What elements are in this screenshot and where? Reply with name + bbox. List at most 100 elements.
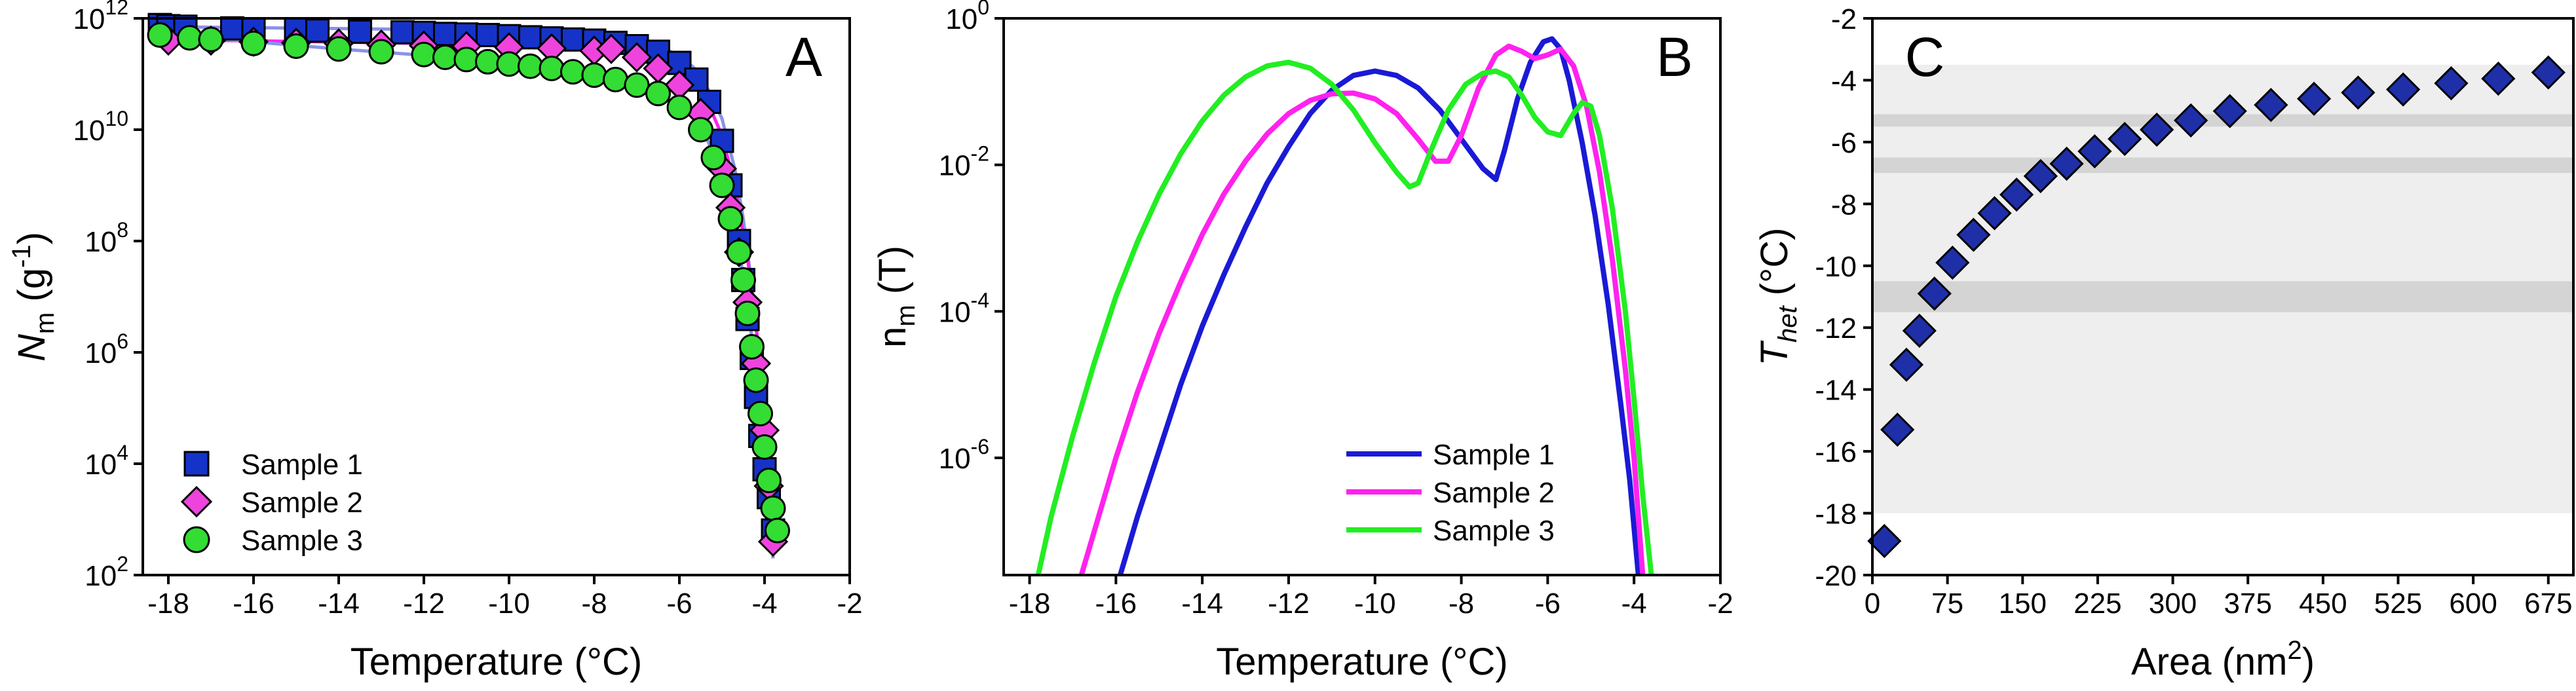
point-sample-3 — [518, 53, 543, 79]
data-point — [2531, 55, 2566, 90]
point-sample-3 — [700, 145, 727, 170]
legend-label-sample-1: Sample 1 — [1433, 439, 1555, 471]
x-tick-label: -4 — [1621, 588, 1647, 620]
y-tick-label: -2 — [1831, 3, 1857, 35]
point-sample-3 — [198, 26, 224, 52]
point-sample-3 — [760, 495, 786, 521]
x-tick-label: -18 — [147, 588, 189, 620]
point-sample-3 — [688, 117, 713, 143]
point-layer — [147, 12, 2566, 559]
y-tick-label: 104 — [85, 441, 128, 481]
x-tick-label: -16 — [233, 588, 275, 620]
point-sample-3 — [177, 25, 202, 51]
point-sample-1 — [305, 18, 330, 43]
data-point — [1902, 313, 1937, 348]
legend-label-sample-2: Sample 2 — [1433, 477, 1555, 509]
data-point — [2023, 159, 2058, 193]
point-sample-3 — [432, 45, 458, 70]
x-tick-label: -2 — [837, 588, 862, 620]
point-sample-1 — [348, 19, 372, 44]
x-tick-label: -8 — [1449, 588, 1474, 620]
y-axis-title: Nm (g-1) — [7, 232, 60, 362]
data-point — [1977, 196, 2012, 231]
data-point — [1880, 412, 1915, 447]
y-tick-label: -16 — [1815, 436, 1857, 468]
data-point — [2173, 103, 2208, 138]
y-tick-label: 1012 — [73, 0, 128, 35]
text-layer: -18 -16 -14 -12 -10 -8 -6 -4 -2 102 104 106 108 1010 1… — [7, 0, 2572, 683]
y-tick-label: 10-2 — [939, 142, 989, 182]
x-axis-title: Temperature (°C) — [1216, 641, 1507, 683]
panel-letter-b: B — [1656, 26, 1693, 88]
x-tick-label: -18 — [1009, 588, 1051, 620]
data-point — [2481, 61, 2516, 96]
point-sample-3 — [748, 401, 773, 426]
point-sample-3 — [709, 172, 735, 198]
data-point — [2108, 122, 2142, 157]
legend-label-sample-1: Sample 1 — [241, 449, 363, 481]
x-tick-label: -8 — [581, 588, 607, 620]
point-sample-3 — [326, 36, 352, 62]
point-sample-1 — [390, 20, 415, 45]
legend-label-sample-2: Sample 2 — [241, 487, 363, 519]
y-tick-label: 100 — [945, 0, 989, 35]
data-point — [1889, 347, 1924, 383]
data-point — [2386, 72, 2421, 107]
y-tick-label: -8 — [1831, 189, 1857, 221]
point-sample-3 — [739, 334, 765, 360]
x-tick-label: -6 — [1535, 588, 1561, 620]
legend-marker-sample-3 — [183, 526, 210, 553]
data-point — [2341, 75, 2376, 110]
point-sample-2 — [596, 33, 627, 64]
legend-marker-sample-2 — [180, 485, 213, 518]
plot-frame-c — [1871, 17, 2575, 576]
y-tick-label: -10 — [1815, 251, 1857, 283]
point-sample-3 — [368, 39, 394, 65]
point-sample-1 — [433, 22, 457, 47]
axes-layer — [134, 17, 2575, 584]
series-line-sample-1 — [1118, 36, 1641, 575]
x-tick-label: 675 — [2524, 588, 2572, 620]
data-point — [2049, 146, 2084, 181]
series-line-sample-3 — [1035, 60, 1654, 575]
point-sample-3 — [147, 22, 173, 48]
point-sample-1 — [476, 23, 500, 47]
data-point — [1956, 217, 1991, 252]
y-tick-label: -20 — [1815, 560, 1857, 592]
point-sample-3 — [743, 367, 769, 393]
data-point — [1935, 245, 1970, 280]
x-axis-title: Temperature (°C) — [350, 641, 642, 683]
point-sample-3 — [645, 81, 671, 107]
x-tick-label: -16 — [1095, 588, 1137, 620]
point-sample-3 — [726, 239, 752, 265]
y-tick-label: 106 — [85, 329, 128, 369]
point-sample-3 — [496, 51, 522, 77]
y-tick-label: -6 — [1831, 127, 1857, 159]
y-tick-label: -18 — [1815, 498, 1857, 531]
point-sample-3 — [751, 434, 778, 460]
point-sample-3 — [475, 48, 501, 75]
plot-frame-b — [1002, 17, 1722, 576]
point-sample-3 — [734, 301, 761, 326]
y-tick-label: -12 — [1815, 312, 1857, 345]
data-point — [2139, 112, 2174, 147]
data-point — [2434, 66, 2469, 101]
x-tick-label: -10 — [488, 588, 530, 620]
data-point — [2212, 94, 2247, 128]
plot-frame-a — [142, 17, 851, 576]
point-sample-3 — [283, 33, 309, 59]
x-tick-label: 600 — [2449, 588, 2497, 620]
point-sample-3 — [730, 267, 756, 293]
data-point — [1917, 276, 1952, 311]
point-sample-3 — [756, 468, 782, 493]
y-tick-label: 10-4 — [939, 288, 989, 328]
x-tick-label: 450 — [2299, 588, 2347, 620]
x-tick-label: -12 — [403, 588, 445, 620]
y-tick-label: 102 — [85, 552, 128, 592]
x-tick-label: 75 — [1931, 588, 1963, 620]
point-sample-1 — [518, 25, 542, 50]
data-point — [1999, 177, 2034, 212]
x-tick-label: -4 — [751, 588, 777, 620]
x-axis-title: Area (nm2) — [2131, 636, 2315, 683]
